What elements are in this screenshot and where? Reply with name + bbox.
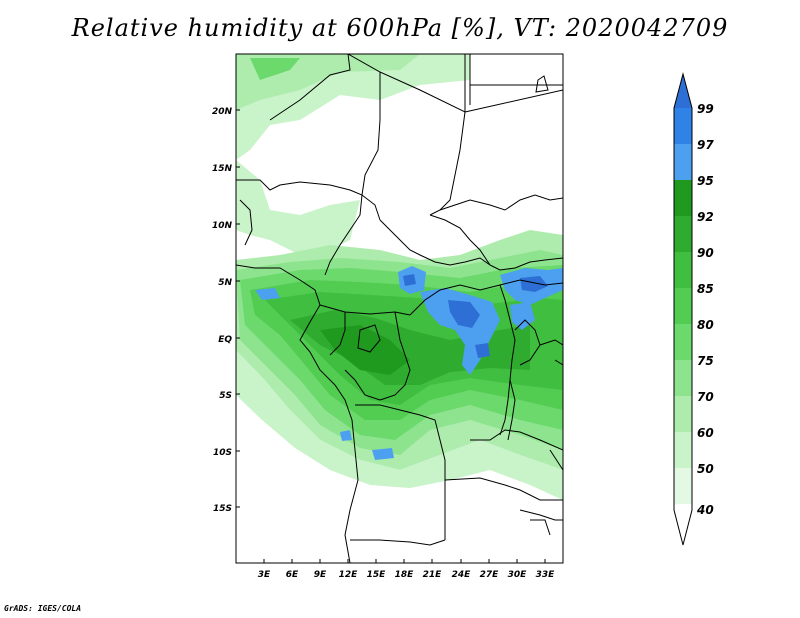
lat-label-5n: 5N [218,278,232,288]
lat-label-10s: 10S [213,448,232,458]
lat-label-5s: 5S [219,391,232,401]
colorbar-label-92: 92 [697,210,714,224]
country-borders [236,54,563,563]
map-frame [235,53,564,564]
colorbar-bottom-arrow [674,510,692,545]
chart-title: Relative humidity at 600hPa [%], VT: 202… [71,14,729,42]
lat-label-15n: 15N [212,164,233,174]
colorbar-label-60: 60 [697,426,714,440]
lon-label-18e: 18E [395,570,415,580]
colorbar-segment-60-70 [674,396,692,432]
latitude-axis: 20N 15N 10N 5N EQ 5S 10S 15S [212,107,240,514]
colorbar-label-95: 95 [697,174,714,188]
lon-label-12e: 12E [339,570,359,580]
colorbar-segment-70-75 [674,360,692,396]
lat-label-15s: 15S [213,504,232,514]
longitude-axis: 3E 6E 9E 12E 15E 18E 21E 24E 27E 30E 33E [258,559,555,580]
lat-label-10n: 10N [212,221,233,231]
colorbar-label-97: 97 [697,138,714,152]
colorbar-label-90: 90 [697,246,714,260]
colorbar-label-85: 85 [697,282,714,296]
colorbar-label-80: 80 [697,318,714,332]
colorbar-segment-92-95 [674,180,692,216]
colorbar-segment-85-90 [674,252,692,288]
lon-label-9e: 9E [314,570,327,580]
colorbar-segment-80-85 [674,288,692,324]
colorbar-segment-75-80 [674,324,692,360]
lon-label-30e: 30E [508,570,528,580]
colorbar-segment-40-50 [674,468,692,504]
colorbar-label-99: 99 [697,102,714,116]
colorbar-label-75: 75 [697,354,714,368]
lon-label-15e: 15E [367,570,387,580]
lon-label-24e: 24E [452,570,472,580]
colorbar-segment-97-99 [674,108,692,144]
lat-label-eq: EQ [218,335,232,345]
lon-label-3e: 3E [258,570,271,580]
lon-label-27e: 27E [480,570,500,580]
colorbar-top-arrow [674,74,692,108]
colorbar: 99 97 95 92 90 85 80 75 70 60 50 40 [673,72,714,546]
colorbar-segment-50-60 [674,432,692,468]
lon-label-6e: 6E [286,570,299,580]
colorbar-label-50: 50 [697,462,714,476]
colorbar-segment-95-97 [674,144,692,180]
colorbar-label-70: 70 [697,390,714,404]
lon-label-33e: 33E [536,570,556,580]
colorbar-segment-90-92 [674,216,692,252]
grads-credit: GrADS: IGES/COLA [4,604,82,613]
lat-label-20n: 20N [212,107,233,117]
humidity-field [236,54,563,563]
colorbar-label-40: 40 [696,503,714,517]
lon-label-21e: 21E [423,570,443,580]
